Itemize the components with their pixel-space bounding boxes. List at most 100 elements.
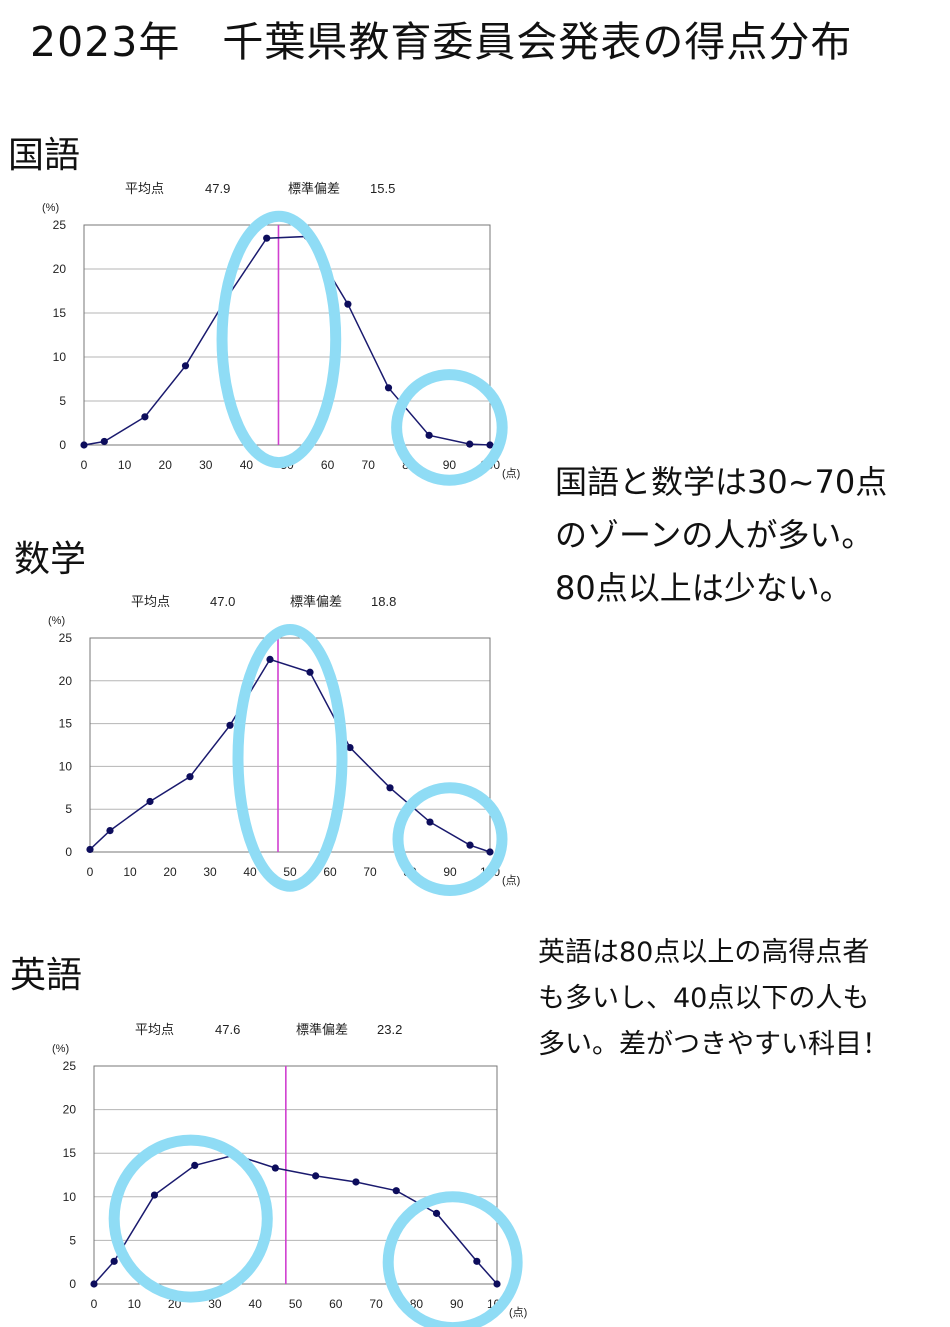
note-english: 英語は80点以上の高得点者 も多いし、40点以下の人も 多い。差がつきやすい科目… bbox=[538, 930, 889, 1068]
x-tick-label: 40 bbox=[249, 1297, 263, 1311]
mean-value: 47.6 bbox=[215, 1022, 240, 1037]
x-tick-label: 0 bbox=[91, 1297, 98, 1311]
sd-label: 標準偏差 bbox=[288, 181, 340, 196]
x-tick-label: 0 bbox=[87, 865, 94, 879]
data-point bbox=[263, 234, 271, 242]
y-tick-label: 20 bbox=[53, 262, 67, 276]
mean-value: 47.9 bbox=[205, 181, 230, 196]
sd-value: 15.5 bbox=[370, 181, 395, 196]
x-tick-label: 60 bbox=[321, 458, 335, 472]
y-tick-label: 20 bbox=[63, 1103, 77, 1117]
y-tick-label: 10 bbox=[63, 1190, 77, 1204]
plot-frame bbox=[93, 1065, 498, 1285]
x-axis-unit-label: (点) bbox=[502, 467, 520, 480]
note-kokugo-math: 国語と数学は30~70点 のゾーンの人が多い。 80点以上は少ない。 bbox=[555, 456, 887, 615]
data-point bbox=[466, 841, 474, 849]
data-point bbox=[486, 848, 494, 856]
data-point bbox=[306, 668, 314, 676]
y-tick-label: 10 bbox=[59, 759, 73, 773]
x-tick-label: 30 bbox=[199, 458, 213, 472]
y-tick-label: 5 bbox=[65, 802, 72, 816]
x-tick-label: 40 bbox=[243, 865, 257, 879]
series-line bbox=[89, 658, 491, 853]
series-line bbox=[93, 1154, 498, 1285]
sd-value: 23.2 bbox=[377, 1022, 402, 1037]
chart-math: 平均点 47.0 標準偏差 18.8 (%) 0 5 10 15 20 25 0 10 20 30 40 50 6… bbox=[48, 594, 520, 897]
x-tick-label: 10 bbox=[123, 865, 137, 879]
highlight-ellipse bbox=[392, 782, 508, 897]
sd-label: 標準偏差 bbox=[290, 594, 342, 609]
data-point bbox=[352, 1178, 360, 1186]
x-tick-label: 30 bbox=[203, 865, 217, 879]
y-tick-label: 15 bbox=[63, 1146, 77, 1160]
y-tick-label: 25 bbox=[59, 631, 73, 645]
x-tick-label: 50 bbox=[283, 865, 297, 879]
data-point bbox=[80, 441, 88, 449]
data-point bbox=[432, 1209, 441, 1217]
y-tick-label: 0 bbox=[59, 438, 66, 452]
x-axis-unit-label: (点) bbox=[509, 1306, 527, 1319]
data-point bbox=[346, 743, 354, 752]
mean-label: 平均点 bbox=[135, 1022, 174, 1037]
x-tick-label: 40 bbox=[240, 458, 254, 472]
data-point bbox=[493, 1280, 501, 1288]
mean-label: 平均点 bbox=[125, 181, 164, 196]
note-line: 国語と数学は30~70点 bbox=[555, 463, 888, 501]
note-line: も多いし、40点以下の人も bbox=[538, 983, 870, 1014]
data-point bbox=[426, 818, 434, 826]
highlight-ellipse bbox=[108, 1134, 273, 1303]
x-tick-label: 50 bbox=[289, 1297, 303, 1311]
y-tick-label: 25 bbox=[63, 1059, 77, 1073]
x-tick-label: 10 bbox=[128, 1297, 142, 1311]
subject-title-kokugo: 国語 bbox=[8, 135, 81, 176]
data-point bbox=[486, 441, 494, 449]
data-point bbox=[110, 1257, 118, 1265]
x-tick-label: 70 bbox=[369, 1297, 383, 1311]
mean-label: 平均点 bbox=[131, 594, 170, 609]
highlight-ellipse bbox=[216, 210, 342, 469]
x-tick-label: 70 bbox=[363, 865, 377, 879]
data-point bbox=[86, 845, 94, 854]
data-point bbox=[181, 362, 190, 370]
x-tick-label: 20 bbox=[159, 458, 173, 472]
series-line bbox=[83, 235, 491, 446]
y-tick-label: 5 bbox=[59, 394, 66, 408]
y-axis-unit-label: (%) bbox=[48, 615, 65, 627]
subject-title-math: 数学 bbox=[14, 539, 87, 580]
x-tick-label: 0 bbox=[81, 458, 88, 472]
x-tick-label: 90 bbox=[450, 1297, 464, 1311]
data-point bbox=[146, 797, 154, 806]
y-tick-label: 15 bbox=[53, 306, 67, 320]
x-tick-label: 90 bbox=[443, 458, 457, 472]
data-point bbox=[150, 1191, 159, 1199]
mean-value: 47.0 bbox=[210, 594, 235, 609]
x-tick-label: 30 bbox=[208, 1297, 222, 1311]
y-tick-label: 10 bbox=[53, 350, 67, 364]
data-point bbox=[312, 1172, 320, 1180]
data-point bbox=[271, 1164, 279, 1172]
x-tick-label: 60 bbox=[329, 1297, 343, 1311]
x-tick-label: 10 bbox=[118, 458, 132, 472]
data-point bbox=[226, 721, 234, 729]
plot-frame bbox=[83, 224, 491, 446]
y-tick-label: 25 bbox=[53, 218, 67, 232]
x-tick-label: 70 bbox=[362, 458, 376, 472]
note-line: 英語は80点以上の高得点者 bbox=[538, 937, 870, 968]
highlight-ellipse bbox=[232, 623, 348, 892]
x-tick-label: 90 bbox=[443, 865, 457, 879]
x-tick-label: 20 bbox=[163, 865, 177, 879]
x-axis-unit-label: (点) bbox=[502, 874, 520, 887]
y-tick-label: 20 bbox=[59, 674, 73, 688]
data-point bbox=[384, 384, 393, 392]
y-axis-unit-label: (%) bbox=[42, 202, 59, 214]
note-line: 80点以上は少ない。 bbox=[555, 569, 852, 607]
highlight-ellipse bbox=[382, 1191, 523, 1327]
data-point bbox=[106, 827, 114, 835]
data-point bbox=[191, 1161, 199, 1170]
note-line: のゾーンの人が多い。 bbox=[555, 516, 874, 554]
data-point bbox=[473, 1257, 481, 1265]
data-point bbox=[141, 413, 149, 421]
data-point bbox=[100, 437, 108, 446]
